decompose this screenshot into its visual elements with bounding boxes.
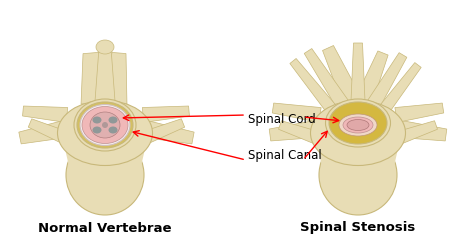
Polygon shape — [28, 119, 76, 148]
Polygon shape — [135, 119, 185, 148]
Polygon shape — [142, 106, 190, 123]
Ellipse shape — [96, 40, 114, 54]
Polygon shape — [355, 51, 388, 106]
Text: Normal Vertebrae: Normal Vertebrae — [38, 221, 172, 235]
Ellipse shape — [74, 99, 136, 151]
Polygon shape — [272, 103, 321, 123]
Polygon shape — [23, 106, 68, 123]
Ellipse shape — [310, 100, 405, 165]
Ellipse shape — [90, 112, 120, 138]
Ellipse shape — [77, 102, 133, 148]
Polygon shape — [103, 52, 127, 104]
Polygon shape — [388, 121, 438, 148]
Ellipse shape — [319, 135, 397, 215]
Circle shape — [102, 122, 108, 128]
Ellipse shape — [82, 106, 128, 144]
Text: Spinal Cord: Spinal Cord — [248, 114, 316, 126]
Polygon shape — [367, 53, 407, 109]
Polygon shape — [322, 46, 362, 107]
Polygon shape — [392, 119, 447, 141]
Ellipse shape — [80, 104, 130, 146]
Polygon shape — [269, 119, 324, 141]
Polygon shape — [290, 59, 337, 115]
Polygon shape — [395, 103, 444, 123]
Ellipse shape — [343, 117, 373, 133]
Polygon shape — [95, 48, 115, 101]
Ellipse shape — [347, 120, 369, 130]
Polygon shape — [316, 138, 401, 175]
Polygon shape — [63, 138, 147, 175]
Ellipse shape — [66, 135, 144, 215]
Polygon shape — [138, 119, 194, 144]
Polygon shape — [19, 119, 72, 144]
Ellipse shape — [329, 102, 387, 144]
Ellipse shape — [57, 100, 153, 165]
Text: Spinal Canal: Spinal Canal — [248, 149, 322, 161]
Ellipse shape — [92, 126, 101, 133]
Polygon shape — [81, 52, 109, 104]
Ellipse shape — [109, 126, 118, 133]
Ellipse shape — [109, 117, 118, 124]
Polygon shape — [304, 49, 349, 109]
Polygon shape — [378, 62, 421, 115]
Ellipse shape — [326, 99, 391, 147]
Polygon shape — [351, 43, 365, 101]
Ellipse shape — [92, 117, 101, 124]
Text: Spinal Stenosis: Spinal Stenosis — [301, 221, 416, 235]
Polygon shape — [279, 121, 328, 148]
Ellipse shape — [339, 114, 377, 136]
